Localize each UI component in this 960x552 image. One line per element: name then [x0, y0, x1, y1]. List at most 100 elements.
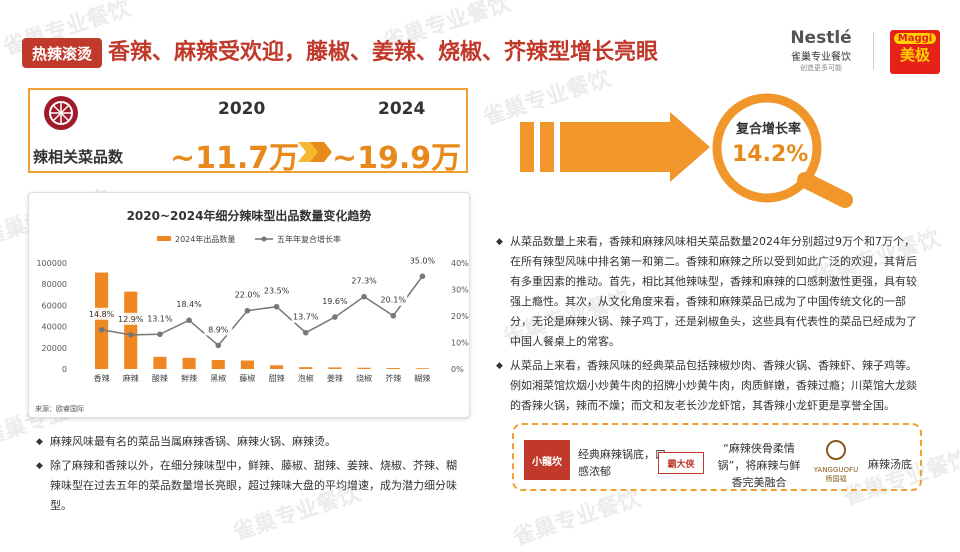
- data-label-bg: [262, 284, 291, 297]
- yangguofu-emblem-icon: [826, 440, 846, 460]
- chart-bar: [357, 367, 371, 369]
- chart-bar: [240, 360, 254, 369]
- chart-bar: [211, 359, 225, 369]
- x-tick-label: 藤椒: [239, 373, 255, 383]
- y-right-tick-label: 40%: [451, 259, 469, 268]
- data-label: 14.8%: [89, 310, 115, 319]
- cagr-point: [98, 326, 105, 333]
- dish-description: “麻辣侠骨柔情锅”，将麻辣与鲜香完美融合: [717, 442, 801, 489]
- y-right-tick-label: 20%: [451, 312, 469, 321]
- chart-bar: [182, 357, 196, 369]
- data-label-bg: [116, 312, 145, 325]
- cagr-point: [361, 293, 367, 300]
- bullet-item: 麻辣风味最有名的菜品当属麻辣香锅、麻辣火锅、麻辣烫。: [36, 432, 466, 452]
- cagr-point: [419, 273, 426, 280]
- cagr-value: 14.2%: [732, 142, 809, 167]
- cagr-point: [157, 331, 163, 338]
- legend-bar-swatch: [157, 236, 171, 241]
- y-left-tick-label: 20000: [42, 344, 67, 353]
- x-tick-label: 甜辣: [269, 373, 285, 383]
- x-tick-label: 烧椒: [356, 373, 372, 383]
- x-tick-label: 鲜辣: [181, 373, 197, 383]
- trend-chart: 2020~2024年细分辣味型出品数量变化趋势 2024年出品数量 五年年复合增长率…: [35, 208, 469, 413]
- maggi-logo-cn: 美极: [899, 46, 930, 64]
- magnifier-icon: [705, 88, 865, 212]
- chart-bar: [386, 368, 400, 369]
- logo-divider: [873, 32, 874, 70]
- chart-bar: [95, 272, 109, 369]
- data-label-bg: [204, 323, 233, 336]
- x-tick-label: 芥辣: [385, 373, 401, 383]
- y-left-tick-label: 80000: [42, 280, 67, 289]
- bullet-item: 从菜品上来看，香辣风味的经典菜品包括辣椒炒肉、香辣火锅、香辣虾、辣子鸡等。例如湘…: [496, 356, 924, 416]
- badaxia-logo: 霸大侠: [658, 452, 704, 474]
- data-label-bg: [408, 254, 437, 267]
- chart-bar: [270, 365, 284, 369]
- chart-bar: [153, 356, 167, 369]
- growth-arrow-icon: [298, 138, 332, 170]
- x-tick-label: 香辣: [94, 373, 110, 383]
- chart-bar: [415, 368, 429, 369]
- chart-title: 2020~2024年细分辣味型出品数量变化趋势: [127, 208, 372, 223]
- value-end: ~19.9万: [332, 141, 462, 176]
- x-tick-label: 黑椒: [210, 373, 226, 383]
- y-left-tick-label: 0: [62, 365, 67, 374]
- cagr-point: [215, 342, 222, 349]
- chart-bar: [124, 291, 138, 369]
- x-tick-label: 姜辣: [327, 373, 343, 383]
- right-arrow-icon: [520, 112, 720, 186]
- bullet-item: 从菜品数量上来看，香辣和麻辣风味相关菜品数量2024年分别超过9万个和7万个，在…: [496, 232, 924, 352]
- dish-description: 麻辣汤底: [868, 458, 912, 471]
- maggi-logo-name: Maggi: [894, 33, 936, 44]
- data-label: 8.9%: [208, 325, 229, 334]
- section-badge: 热辣滚烫: [22, 38, 102, 68]
- data-label-bg: [379, 293, 408, 306]
- data-label-bg: [145, 312, 174, 325]
- data-label: 20.1%: [381, 296, 407, 305]
- maggi-logo: Maggi 美极: [890, 30, 940, 74]
- x-tick-label: 糊辣: [414, 373, 430, 383]
- yangguofu-logo: YANGGUOFU 杨国福: [813, 466, 859, 483]
- dish-count-panel: [28, 88, 468, 173]
- data-label: 13.7%: [293, 313, 319, 322]
- right-bullet-list: 从菜品数量上来看，香辣和麻辣风味相关菜品数量2024年分别超过9万个和7万个，在…: [496, 232, 924, 420]
- stat-label: 辣相关菜品数: [33, 148, 124, 166]
- x-tick-label: 泡椒: [298, 373, 314, 383]
- y-right-tick-label: 10%: [451, 339, 469, 348]
- nestle-logo-sub: 雀巢专业餐饮: [791, 52, 851, 63]
- data-label: 18.4%: [176, 300, 202, 309]
- data-label: 23.5%: [264, 287, 290, 296]
- xiaolongkan-logo: 小龍坎: [524, 440, 570, 480]
- chart-source: 来源：欧睿国际: [35, 404, 84, 413]
- dish-description: 经典麻辣锅底，口感浓郁: [578, 448, 666, 478]
- y-left-tick-label: 60000: [42, 301, 67, 310]
- data-label: 27.3%: [351, 277, 377, 286]
- data-label-bg: [291, 310, 320, 323]
- x-tick-label: 麻辣: [123, 373, 139, 383]
- data-label-bg: [233, 288, 262, 301]
- chart-bar: [328, 367, 342, 369]
- nestle-logo-name: Nestlé: [790, 28, 852, 48]
- cagr-point: [244, 307, 251, 314]
- bullet-item: 除了麻辣和香辣以外，在细分辣味型中，鲜辣、藤椒、甜辣、姜辣、烧椒、芥辣、糊辣味型…: [36, 456, 466, 516]
- nestle-logo-tagline: 创造更多可能: [800, 64, 842, 72]
- watermark: 雀巢专业餐饮: [510, 486, 644, 551]
- data-label: 19.6%: [322, 297, 348, 306]
- legend-label: 2024年出品数量: [175, 234, 235, 244]
- cagr-point: [332, 314, 338, 320]
- dish-examples-panel: [512, 423, 922, 491]
- chili-slice-icon: [44, 96, 78, 130]
- cagr-point: [302, 329, 309, 336]
- data-label: 22.0%: [235, 291, 261, 300]
- legend-line-marker: [261, 236, 267, 242]
- year-start: 2020: [218, 99, 266, 119]
- value-start: ~11.7万: [170, 141, 300, 176]
- left-bullet-list: 麻辣风味最有名的菜品当属麻辣香锅、麻辣火锅、麻辣烫。 除了麻辣和香辣以外，在细分…: [36, 432, 466, 520]
- data-label: 35.0%: [410, 256, 436, 265]
- legend-label: 五年年复合增长率: [277, 234, 341, 244]
- data-label: 13.1%: [147, 314, 173, 323]
- cagr-label: 复合增长率: [736, 122, 802, 137]
- cagr-point: [273, 303, 280, 310]
- y-left-tick-label: 40000: [42, 323, 67, 332]
- nestle-logo: Nestlé 雀巢专业餐饮 创造更多可能: [782, 28, 860, 73]
